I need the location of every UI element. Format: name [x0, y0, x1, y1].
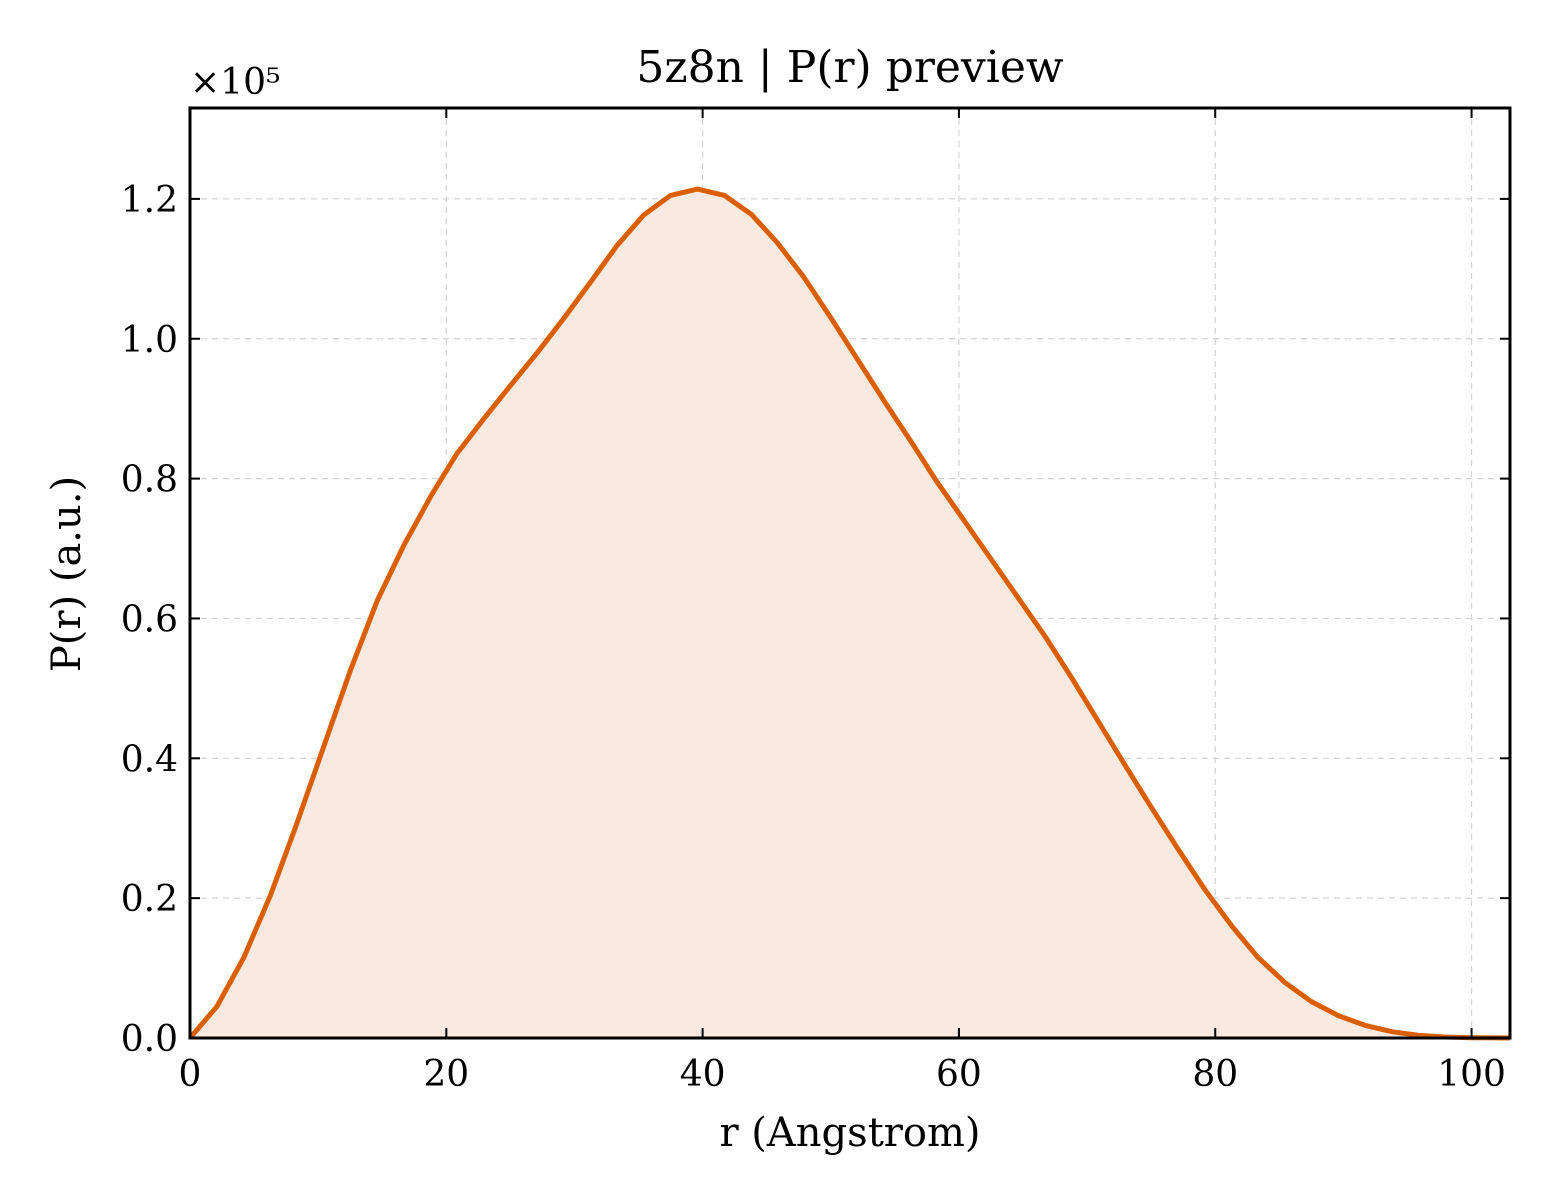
y-tick-label: 0.0 — [121, 1019, 178, 1060]
x-tick-label: 60 — [936, 1054, 982, 1095]
x-tick-label: 80 — [1192, 1054, 1238, 1095]
y-tick-label: 0.6 — [121, 599, 178, 640]
y-tick-label: 0.4 — [121, 739, 178, 780]
x-tick-label: 0 — [179, 1054, 202, 1095]
y-tick-label: 1.0 — [121, 320, 178, 361]
x-tick-label: 100 — [1437, 1054, 1506, 1095]
area-fill — [190, 189, 1510, 1039]
x-tick-label: 20 — [423, 1054, 469, 1095]
y-tick-label: 0.2 — [121, 879, 178, 920]
y-tick-label: 1.2 — [121, 180, 178, 221]
axis-ticks — [189, 108, 1510, 1039]
chart-title: 5z8n | P(r) preview — [636, 42, 1063, 93]
y-axis-multiplier: ×10⁵ — [190, 62, 280, 103]
y-tick-label: 0.8 — [121, 460, 178, 501]
plot-frame — [188, 106, 1512, 1040]
x-tick-label: 40 — [680, 1054, 726, 1095]
y-axis-label: P(r) (a.u.) — [44, 476, 90, 672]
x-axis-label: r (Angstrom) — [719, 1110, 980, 1156]
tick-labels: 0 20 40 60 80 100 0.0 0.2 0.4 0.6 0.8 1.0 1.2 — [121, 180, 1506, 1095]
